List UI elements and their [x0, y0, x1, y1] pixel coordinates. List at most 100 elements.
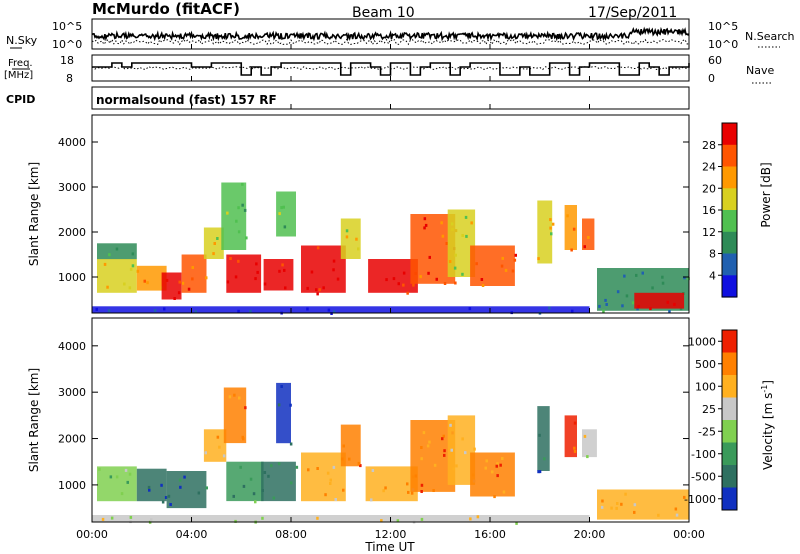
vel-cell	[147, 485, 151, 489]
vel-cell	[624, 492, 627, 496]
power-cell	[95, 307, 98, 311]
nsearch-tick-bottom: 10^0	[708, 38, 738, 51]
vel-cell	[452, 467, 455, 471]
power-region	[301, 245, 346, 293]
vel-cell	[586, 455, 589, 459]
nave-tick-bottom: 0	[708, 72, 715, 85]
power-cell	[278, 212, 281, 216]
vel-cell	[239, 465, 242, 469]
vel-cell	[178, 478, 182, 482]
power-cell	[385, 278, 388, 282]
vel-cell	[426, 444, 430, 448]
power-cell	[550, 232, 553, 236]
power-cell	[635, 273, 638, 277]
power-cell	[549, 218, 552, 222]
power-cell	[280, 206, 283, 210]
power-cell	[128, 286, 132, 290]
vel-cell	[461, 437, 464, 441]
power-cell	[216, 237, 219, 240]
power-colorbar-segment	[722, 123, 737, 146]
vel-cell	[233, 393, 236, 397]
vel-cell	[316, 516, 319, 520]
power-cell	[598, 304, 601, 308]
vel-cell	[450, 448, 453, 452]
power-cell	[427, 271, 430, 275]
power-cell	[587, 236, 590, 239]
power-cell	[443, 282, 447, 285]
power-cell	[322, 286, 325, 290]
vel-cell	[129, 515, 133, 519]
vel-colorbar-tick-label: 25	[702, 403, 716, 416]
vel-region	[97, 466, 137, 502]
vel-cell	[98, 467, 101, 471]
power-cell	[332, 268, 335, 272]
vel-cell	[406, 482, 409, 486]
vel-colorbar-segment	[722, 442, 737, 466]
power-cell	[336, 277, 340, 281]
vel-cell	[600, 505, 604, 509]
vel-cell	[238, 396, 241, 400]
power-cell	[440, 221, 443, 225]
vel-colorbar-segment	[722, 397, 737, 421]
power-cell	[605, 303, 608, 306]
power-cell	[679, 307, 683, 311]
vel-cell	[277, 403, 281, 407]
vel-cell	[443, 449, 446, 453]
power-cell	[445, 242, 448, 245]
power-cell	[470, 221, 473, 225]
vel-cell	[126, 480, 129, 484]
power-cell	[241, 182, 244, 186]
vel-region	[223, 387, 247, 444]
power-colorbar-tick-label: 4	[709, 269, 716, 282]
vel-colorbar-tick-label: 500	[695, 358, 716, 371]
beam-label: Beam 10	[352, 5, 415, 21]
vel-cell	[218, 445, 221, 449]
vel-cell	[543, 457, 546, 461]
vel-region	[470, 452, 515, 497]
power-cell	[191, 277, 194, 281]
vel-cell	[241, 435, 244, 439]
vel-cell	[657, 513, 660, 517]
nsky-tick-bottom: 10^0	[52, 38, 82, 51]
vel-region	[203, 429, 227, 462]
nsky-tick-top: 10^5	[52, 20, 82, 33]
power-region	[181, 254, 207, 293]
power-cell	[412, 283, 415, 287]
vel-cell	[272, 496, 276, 500]
power-cell	[173, 297, 176, 300]
power-cell	[278, 269, 281, 273]
power-region	[221, 182, 247, 250]
power-cell	[392, 277, 396, 281]
vel-cell	[499, 463, 502, 467]
power-cell	[108, 253, 111, 257]
vel-colorbar-tick-label: 100	[695, 380, 716, 393]
power-cell	[243, 208, 247, 212]
power-colorbar-tick-label: 20	[702, 182, 716, 195]
power-cell	[205, 276, 208, 280]
power-region	[634, 292, 685, 309]
vel-cell	[515, 521, 518, 525]
vel-cell	[289, 403, 292, 407]
vel-cell	[160, 483, 163, 487]
vel-cell	[476, 515, 480, 519]
power-cell	[283, 225, 287, 229]
vel-ytick-label: 2000	[58, 433, 86, 446]
power-cell	[327, 308, 331, 312]
vel-cell	[242, 484, 246, 488]
power-colorbar-segment	[722, 144, 737, 168]
power-cell	[461, 272, 464, 276]
vel-cell	[601, 499, 604, 503]
vel-cell	[380, 519, 383, 523]
power-cell	[661, 281, 665, 285]
vel-region	[166, 471, 207, 509]
vel-cell	[307, 468, 310, 472]
vel-cell	[493, 495, 496, 499]
vel-cell	[420, 490, 423, 493]
vel-cell	[234, 519, 237, 523]
power-cell	[234, 275, 238, 279]
power-cell	[549, 226, 552, 230]
vel-cell	[573, 446, 576, 450]
power-cell	[187, 287, 191, 291]
power-colorbar-segment	[722, 253, 737, 276]
